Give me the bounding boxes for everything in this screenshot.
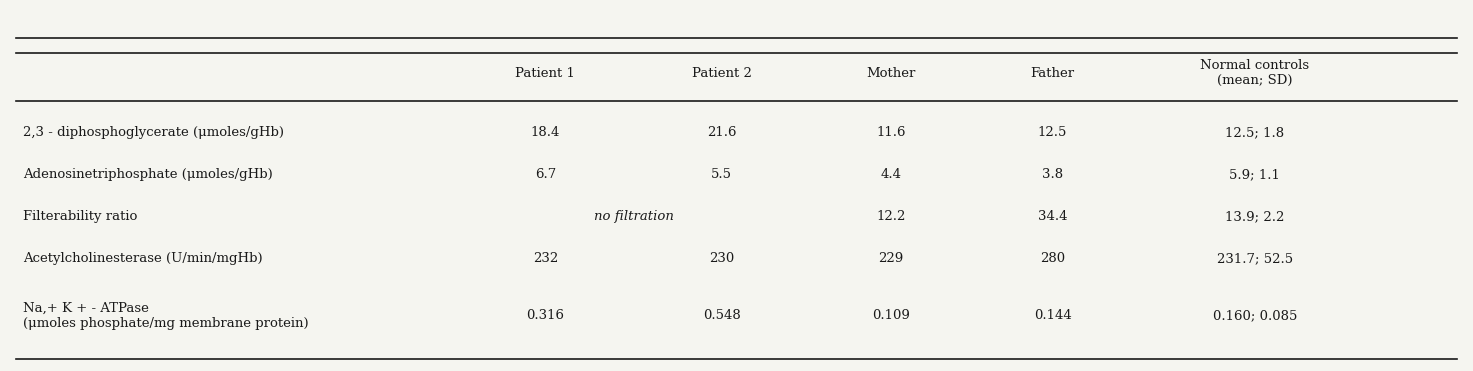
Text: 2,3 - diphosphoglycerate (μmoles/gHb): 2,3 - diphosphoglycerate (μmoles/gHb) xyxy=(24,127,284,139)
Text: 230: 230 xyxy=(709,252,735,265)
Text: Normal controls
(mean; SD): Normal controls (mean; SD) xyxy=(1200,59,1309,87)
Text: 0.144: 0.144 xyxy=(1034,309,1071,322)
Text: 229: 229 xyxy=(878,252,903,265)
Text: Acetylcholinesterase (U/min/mgHb): Acetylcholinesterase (U/min/mgHb) xyxy=(24,252,264,265)
Text: Mother: Mother xyxy=(866,67,916,80)
Text: 5.9; 1.1: 5.9; 1.1 xyxy=(1230,168,1280,181)
Text: 18.4: 18.4 xyxy=(530,127,560,139)
Text: 12.2: 12.2 xyxy=(876,210,906,223)
Text: Na,+ K + - ATPase
(μmoles phosphate/mg membrane protein): Na,+ K + - ATPase (μmoles phosphate/mg m… xyxy=(24,302,309,329)
Text: Patient 2: Patient 2 xyxy=(692,67,751,80)
Text: no filtration: no filtration xyxy=(594,210,673,223)
Text: 11.6: 11.6 xyxy=(876,127,906,139)
Text: 3.8: 3.8 xyxy=(1041,168,1064,181)
Text: 0.160; 0.085: 0.160; 0.085 xyxy=(1212,309,1296,322)
Text: 231.7; 52.5: 231.7; 52.5 xyxy=(1217,252,1293,265)
Text: Adenosinetriphosphate (μmoles/gHb): Adenosinetriphosphate (μmoles/gHb) xyxy=(24,168,273,181)
Text: 6.7: 6.7 xyxy=(535,168,555,181)
Text: 0.548: 0.548 xyxy=(703,309,741,322)
Text: Patient 1: Patient 1 xyxy=(516,67,576,80)
Text: 0.109: 0.109 xyxy=(872,309,910,322)
Text: 280: 280 xyxy=(1040,252,1065,265)
Text: 34.4: 34.4 xyxy=(1038,210,1068,223)
Text: Father: Father xyxy=(1031,67,1075,80)
Text: 0.316: 0.316 xyxy=(526,309,564,322)
Text: Filterability ratio: Filterability ratio xyxy=(24,210,138,223)
Text: 21.6: 21.6 xyxy=(707,127,736,139)
Text: 4.4: 4.4 xyxy=(881,168,901,181)
Text: 12.5: 12.5 xyxy=(1038,127,1068,139)
Text: 12.5; 1.8: 12.5; 1.8 xyxy=(1226,127,1284,139)
Text: 13.9; 2.2: 13.9; 2.2 xyxy=(1226,210,1284,223)
Text: 5.5: 5.5 xyxy=(711,168,732,181)
Text: 232: 232 xyxy=(533,252,558,265)
